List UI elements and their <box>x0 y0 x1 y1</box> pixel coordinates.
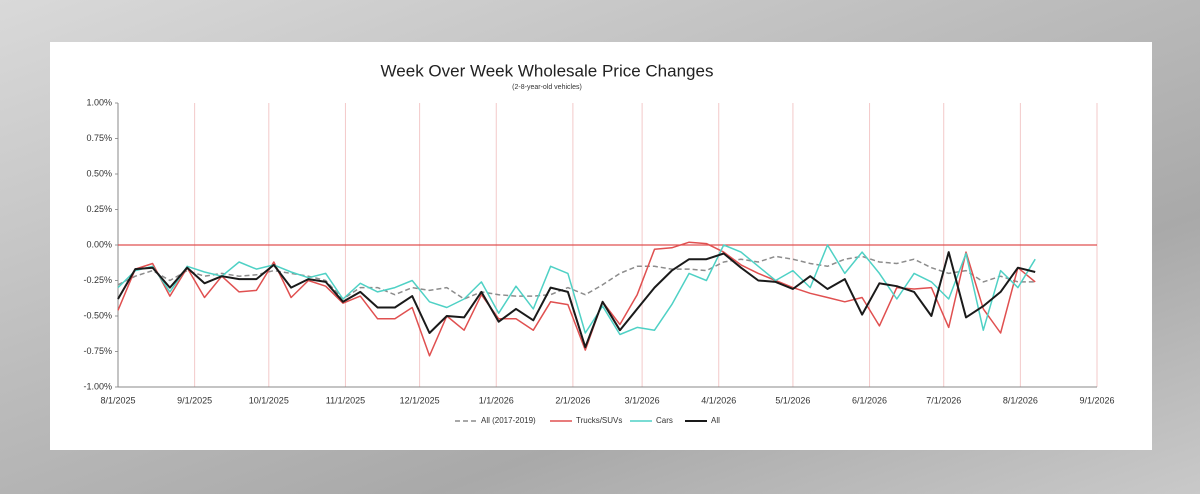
legend-label: All (2017-2019) <box>481 416 536 425</box>
chart-card: Week Over Week Wholesale Price Changes (… <box>50 42 1152 450</box>
x-tick-label: 11/1/2025 <box>326 395 365 405</box>
x-tick-label: 9/1/2025 <box>177 395 212 405</box>
x-tick-label: 12/1/2025 <box>400 395 440 405</box>
legend-item: All <box>685 416 720 425</box>
series-line <box>117 255 1036 300</box>
x-tick-label: 8/1/2025 <box>100 395 135 405</box>
x-tick-label: 3/1/2026 <box>625 395 660 405</box>
x-tick-label: 4/1/2026 <box>701 395 736 405</box>
y-tick-label: 0.25% <box>86 204 112 214</box>
x-tick-label: 10/1/2025 <box>249 395 289 405</box>
y-tick-label: 1.00% <box>86 97 112 107</box>
x-tick-label: 9/1/2026 <box>1079 395 1114 405</box>
legend-label: Cars <box>656 416 673 425</box>
y-tick-label: 0.75% <box>86 133 112 143</box>
x-tick-label: 6/1/2026 <box>852 395 887 405</box>
x-tick-label: 2/1/2026 <box>555 395 590 405</box>
y-tick-label: -0.50% <box>83 310 112 320</box>
series-line <box>117 244 1036 336</box>
legend-item: Cars <box>630 416 673 425</box>
y-tick-label: 0.00% <box>86 239 112 249</box>
y-tick-label: -0.25% <box>83 275 112 285</box>
legend-label: Trucks/SUVs <box>576 416 622 425</box>
y-tick-label: -0.75% <box>83 346 112 356</box>
chart-subtitle: (2-8-year-old vehicles) <box>512 84 582 91</box>
chart-title: Week Over Week Wholesale Price Changes <box>381 61 714 80</box>
chart: Week Over Week Wholesale Price Changes (… <box>83 61 1114 425</box>
legend-item: All (2017-2019) <box>455 416 536 425</box>
x-tick-label: 8/1/2026 <box>1003 395 1038 405</box>
x-tick-label: 1/1/2026 <box>479 395 514 405</box>
legend-label: All <box>711 416 720 425</box>
legend-item: Trucks/SUVs <box>550 416 622 425</box>
x-tick-label: 5/1/2026 <box>775 395 810 405</box>
x-tick-label: 7/1/2026 <box>926 395 961 405</box>
series-line <box>117 251 1036 349</box>
y-tick-label: -1.00% <box>83 381 112 391</box>
y-tick-label: 0.50% <box>86 168 112 178</box>
